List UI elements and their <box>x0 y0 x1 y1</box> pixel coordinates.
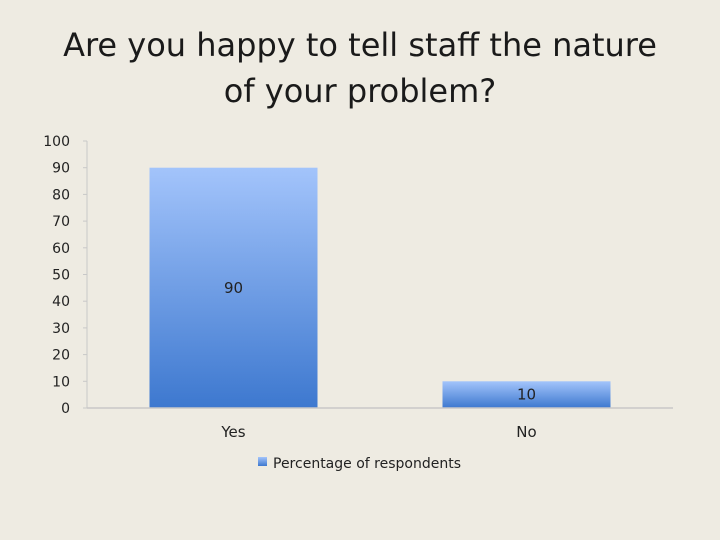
bars: 90 10 <box>149 167 611 408</box>
legend-swatch <box>258 457 267 466</box>
y-tick-label: 10 <box>52 374 70 390</box>
title-line-1: Are you happy to tell staff the nature <box>63 26 657 64</box>
title-line-2: of your problem? <box>223 72 497 110</box>
y-tick-label: 70 <box>52 214 70 230</box>
legend-label: Percentage of respondents <box>273 456 461 472</box>
x-tick-label: No <box>516 423 536 441</box>
y-tick-label: 90 <box>52 161 70 177</box>
y-tick-label: 80 <box>52 187 70 203</box>
y-tick-label: 20 <box>52 348 70 364</box>
y-tick-label: 50 <box>52 268 70 284</box>
x-tick-label: Yes <box>220 423 245 441</box>
legend: Percentage of respondents <box>258 456 461 472</box>
x-axis: Yes No <box>87 407 673 441</box>
y-tick-label: 0 <box>61 401 70 417</box>
y-tick-label: 60 <box>52 241 70 257</box>
data-label: 10 <box>517 386 536 404</box>
y-tick-label: 40 <box>52 294 70 310</box>
data-label: 90 <box>224 279 243 297</box>
y-axis: 0 10 20 30 40 50 60 70 80 90 100 <box>43 134 88 417</box>
y-tick-label: 30 <box>52 321 70 337</box>
bar-no <box>442 381 611 408</box>
y-tick-label: 100 <box>43 134 70 150</box>
bar-yes <box>149 167 318 408</box>
slide-title: Are you happy to tell staff the nature o… <box>20 22 700 114</box>
